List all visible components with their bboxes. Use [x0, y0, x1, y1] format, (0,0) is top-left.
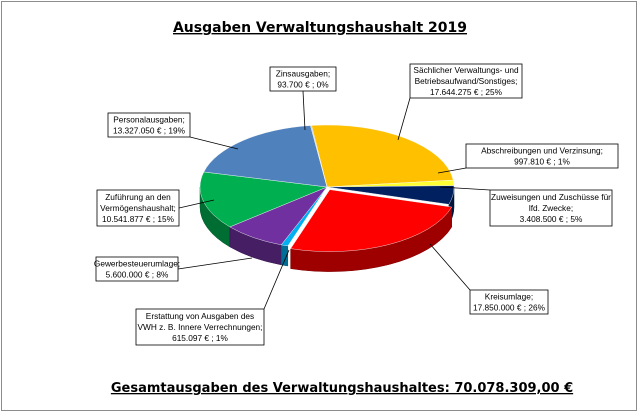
- data-label-text: 13.327.050 € ; 19%: [113, 126, 186, 136]
- data-label-text: 17.850.000 € ; 26%: [473, 303, 546, 313]
- data-label-text: Personalausgaben;: [113, 115, 185, 125]
- data-label-box-3: [469, 289, 549, 315]
- data-label-box-5: [95, 256, 179, 282]
- data-labels: Sächlicher Verwaltungs- undBetriebsaufwa…: [94, 63, 619, 346]
- data-label-text: VWH z. B. Innere Verrechnungen;: [138, 322, 263, 332]
- total-expenses: Gesamtausgaben des Verwaltungshaushaltes…: [111, 381, 573, 396]
- data-label-text: Kreisumlage;: [485, 292, 533, 302]
- data-label-text: 3.408.500 € ; 5%: [520, 214, 583, 224]
- data-label-box-4: [135, 308, 265, 346]
- data-label-text: Sächlicher Verwaltungs- und: [413, 65, 519, 75]
- data-label-3: Kreisumlage;17.850.000 € ; 26%: [469, 289, 549, 315]
- leader-lines: [177, 90, 491, 310]
- data-label-text: 10.541.877 € ; 15%: [102, 214, 175, 224]
- data-label-8: Zinsausgaben;93.700 € ; 0%: [269, 66, 337, 92]
- data-label-text: Zinsausgaben;: [276, 69, 330, 79]
- data-label-box-2: [489, 189, 613, 227]
- data-label-1: Abschreibungen und Verzinsung;997.810 € …: [465, 143, 619, 169]
- data-label-text: lfd. Zwecke;: [529, 203, 573, 213]
- data-label-text: Zuführung an den: [105, 192, 171, 202]
- data-label-box-6: [96, 189, 180, 227]
- data-label-box-1: [465, 143, 619, 169]
- data-label-text: Zuweisungen und Zuschüsse für: [491, 192, 611, 202]
- data-label-text: 5.600.000 € ; 8%: [106, 270, 169, 280]
- data-label-text: Betriebsaufwand/Sonstiges;: [415, 76, 518, 86]
- pie-slice-7: [203, 125, 328, 188]
- pie-slice-3: [290, 189, 453, 252]
- data-label-text: 17.644.275 € ; 25%: [430, 87, 503, 97]
- data-label-text: 93.700 € ; 0%: [277, 80, 329, 90]
- leader-line-1: [437, 167, 467, 174]
- pie-slice-6: [199, 171, 328, 228]
- chart-title: Ausgaben Verwaltungshaushalt 2019: [173, 20, 467, 36]
- data-label-text: Gewerbesteuerumlage;: [94, 259, 180, 269]
- pie-slice-8: [310, 125, 328, 188]
- leader-line-8: [302, 90, 306, 131]
- data-label-text: Abschreibungen und Verzinsung;: [481, 146, 603, 156]
- data-label-box-0: [409, 63, 523, 99]
- data-label-text: Erstattung von Ausgaben des: [146, 311, 254, 321]
- data-label-5: Gewerbesteuerumlage;5.600.000 € ; 8%: [94, 256, 180, 282]
- data-label-box-8: [269, 66, 337, 92]
- data-label-text: Vermögenshaushalt;: [100, 203, 176, 213]
- pie-slice-2: [326, 185, 455, 205]
- data-label-text: 997.810 € ; 1%: [514, 157, 570, 167]
- pie-slice-0: [311, 124, 454, 188]
- data-label-7: Personalausgaben;13.327.050 € ; 19%: [107, 112, 191, 138]
- leader-line-0: [397, 97, 411, 141]
- data-label-text: 615.097 € ; 1%: [172, 333, 228, 343]
- data-label-box-7: [107, 112, 191, 138]
- leader-line-7: [189, 136, 239, 150]
- data-label-6: Zuführung an denVermögenshaushalt;10.541…: [96, 189, 180, 227]
- leader-line-3: [429, 243, 471, 291]
- pie-tops: [199, 124, 455, 252]
- leader-line-5: [177, 257, 253, 270]
- data-label-0: Sächlicher Verwaltungs- undBetriebsaufwa…: [409, 63, 523, 99]
- leader-line-2: [439, 186, 491, 191]
- leader-line-4: [263, 249, 290, 310]
- leader-line-6: [178, 199, 215, 209]
